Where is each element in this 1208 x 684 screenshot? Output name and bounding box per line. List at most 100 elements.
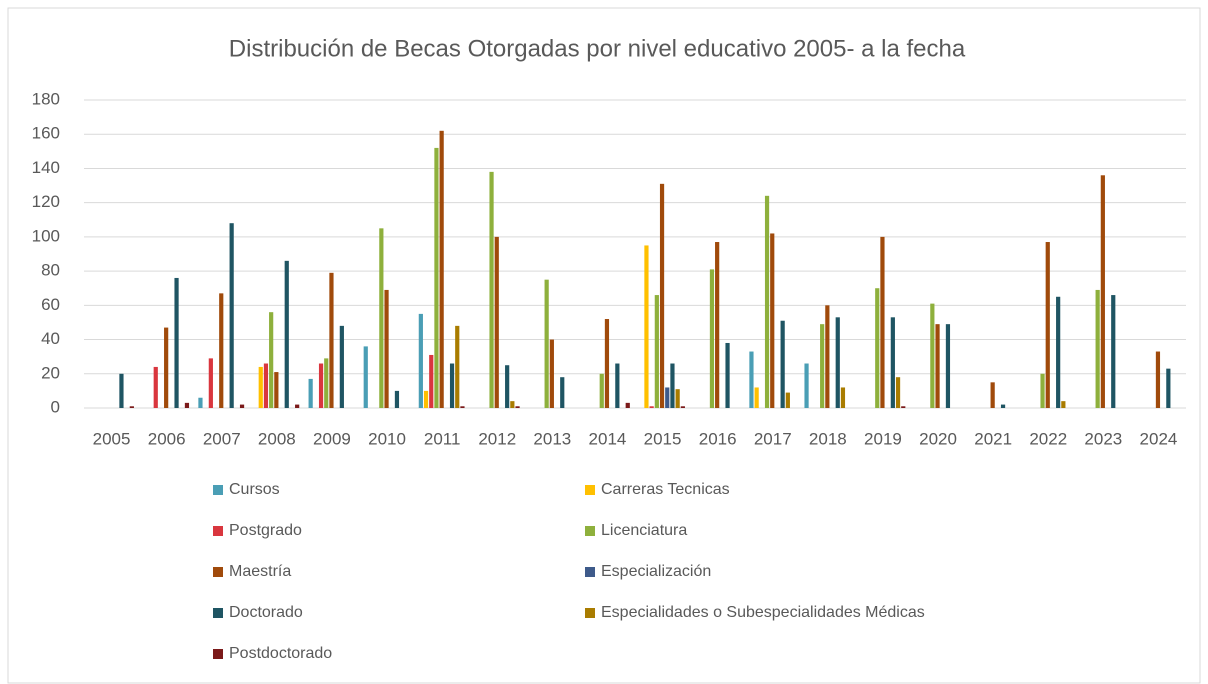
bar xyxy=(654,295,659,408)
bar xyxy=(604,319,610,408)
bar xyxy=(1040,373,1045,408)
legend-swatch xyxy=(585,485,595,495)
y-tick-label: 20 xyxy=(41,363,60,382)
legend-swatch xyxy=(585,526,595,536)
x-tick-label: 2018 xyxy=(809,429,847,448)
bar xyxy=(764,195,770,408)
bar xyxy=(284,260,289,408)
bar xyxy=(489,171,494,408)
bar xyxy=(785,392,790,408)
legend-swatch xyxy=(585,567,595,577)
bar xyxy=(615,363,620,408)
bar xyxy=(840,387,846,408)
bar xyxy=(725,342,730,408)
legend-label: Carreras Tecnicas xyxy=(601,481,730,498)
bar xyxy=(239,404,245,408)
bar xyxy=(418,313,423,408)
x-tick-label: 2015 xyxy=(644,429,682,448)
y-tick-label: 60 xyxy=(41,295,60,314)
bar xyxy=(780,320,785,408)
bar xyxy=(935,324,940,408)
legend-label: Especialidades o Subespecialidades Médic… xyxy=(601,604,925,621)
bar xyxy=(1045,242,1050,408)
bar xyxy=(599,373,604,408)
x-tick-label: 2006 xyxy=(148,429,186,448)
bar xyxy=(164,327,169,408)
y-tick-label: 160 xyxy=(32,124,60,143)
chart-title: Distribución de Becas Otorgadas por nive… xyxy=(229,35,966,62)
legend-label: Maestría xyxy=(229,563,291,580)
bar xyxy=(560,377,565,408)
x-tick-label: 2017 xyxy=(754,429,792,448)
bar xyxy=(945,324,951,408)
bar xyxy=(1166,368,1171,408)
y-tick-label: 140 xyxy=(32,158,60,177)
bar xyxy=(820,324,825,408)
bar xyxy=(930,303,935,408)
bar xyxy=(649,406,654,408)
x-tick-label: 2019 xyxy=(864,429,902,448)
x-tick-label: 2010 xyxy=(368,429,406,448)
bar xyxy=(129,406,134,408)
x-tick-label: 2014 xyxy=(589,429,627,448)
x-tick-label: 2005 xyxy=(93,429,131,448)
bar xyxy=(494,236,499,408)
bar xyxy=(384,289,389,408)
bar xyxy=(549,339,554,408)
legend-swatch xyxy=(213,608,223,618)
bar xyxy=(515,406,520,408)
bar xyxy=(749,351,754,408)
bar xyxy=(153,366,158,408)
x-tick-label: 2022 xyxy=(1029,429,1067,448)
x-tick-label: 2013 xyxy=(533,429,571,448)
bar xyxy=(665,387,670,408)
bar xyxy=(379,228,384,408)
bar xyxy=(184,402,190,408)
bar xyxy=(363,346,368,408)
y-tick-label: 180 xyxy=(32,89,60,108)
bar xyxy=(875,288,880,408)
bar xyxy=(680,406,685,408)
bar xyxy=(890,317,895,408)
bar xyxy=(675,389,680,408)
bar xyxy=(295,404,300,408)
x-tick-label: 2023 xyxy=(1084,429,1122,448)
bar xyxy=(670,363,675,408)
legend-swatch xyxy=(585,608,595,618)
bar xyxy=(770,233,775,408)
legend-swatch xyxy=(213,649,223,659)
bar xyxy=(198,397,203,408)
bar xyxy=(825,305,830,408)
bar xyxy=(219,293,224,408)
y-tick-label: 0 xyxy=(51,397,60,416)
bar xyxy=(269,312,274,408)
x-tick-label: 2007 xyxy=(203,429,241,448)
x-tick-label: 2024 xyxy=(1140,429,1178,448)
bar xyxy=(1100,175,1105,408)
bar xyxy=(544,279,549,408)
chart-border xyxy=(7,7,1201,684)
legend-swatch xyxy=(213,485,223,495)
bar xyxy=(439,130,444,409)
legend-label: Especialización xyxy=(601,563,711,580)
bar xyxy=(449,363,455,408)
bar xyxy=(625,402,630,408)
bar xyxy=(274,372,279,408)
x-tick-label: 2011 xyxy=(424,429,461,448)
bar xyxy=(1000,404,1006,408)
bar xyxy=(1111,295,1116,408)
bar xyxy=(119,373,124,408)
bar xyxy=(754,387,759,408)
bar xyxy=(455,325,460,408)
bar xyxy=(229,223,234,408)
bar xyxy=(460,406,465,408)
x-tick-label: 2016 xyxy=(699,429,737,448)
bar xyxy=(510,401,515,408)
bar xyxy=(880,236,885,408)
bar xyxy=(644,245,649,408)
bar xyxy=(263,363,269,408)
bar xyxy=(804,363,809,408)
bar xyxy=(339,325,344,408)
y-tick-label: 80 xyxy=(41,261,60,280)
